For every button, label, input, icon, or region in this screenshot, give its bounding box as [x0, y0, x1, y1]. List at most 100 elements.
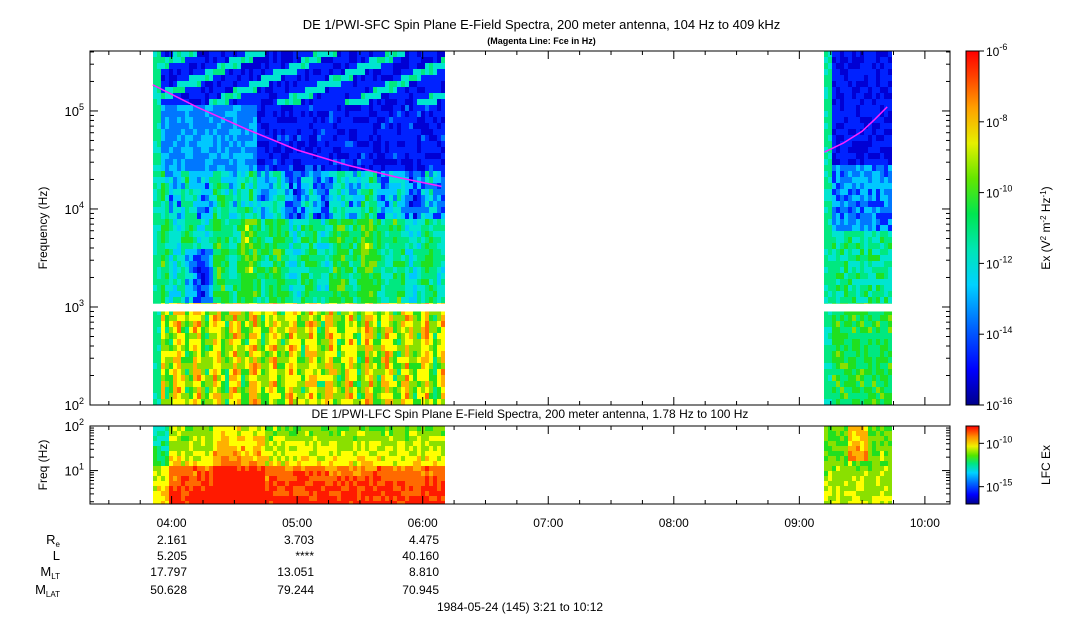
spectrogram-cell — [441, 93, 445, 99]
spectrogram-cell — [333, 105, 337, 111]
spectrogram-cell — [173, 267, 177, 273]
spectrogram-cell — [377, 213, 381, 219]
spectrogram-cell — [173, 81, 177, 87]
spectrogram-cell — [836, 57, 840, 63]
spectrogram-cell — [173, 201, 177, 207]
spectrogram-cell — [828, 243, 832, 249]
spectrogram-cell — [397, 99, 401, 105]
spectrogram-cell — [181, 123, 185, 129]
spectrogram-cell — [261, 267, 265, 273]
spectrogram-cell — [836, 75, 840, 81]
spectrogram-cell — [365, 81, 369, 87]
spectrogram-cell — [437, 387, 441, 393]
spectrogram-cell — [365, 315, 369, 321]
spectrogram-cell — [157, 165, 161, 171]
spectrogram-cell — [389, 153, 393, 159]
spectrogram-cell — [369, 339, 373, 345]
spectrogram-cell — [169, 165, 173, 171]
spectrogram-cell — [832, 135, 836, 141]
spectrogram-cell — [353, 165, 357, 171]
spectrogram-cell — [341, 387, 345, 393]
spectrogram-cell — [313, 183, 317, 189]
spectrogram-cell — [381, 225, 385, 231]
spectrogram-cell — [397, 279, 401, 285]
spectrogram-cell — [369, 195, 373, 201]
spectrogram-cell — [413, 219, 417, 225]
spectrogram-cell — [437, 165, 441, 171]
spectrogram-cell — [209, 87, 213, 93]
spectrogram-cell — [840, 69, 844, 75]
spectrogram-cell — [860, 339, 864, 345]
spectrogram-cell — [337, 225, 341, 231]
spectrogram-cell — [309, 219, 313, 225]
spectrogram-cell — [173, 105, 177, 111]
spectrogram-cell — [169, 213, 173, 219]
spectrogram-cell — [281, 129, 285, 135]
spectrogram-cell — [233, 279, 237, 285]
spectrogram-cell — [169, 261, 173, 267]
spectrogram-cell — [241, 105, 245, 111]
spectrogram-cell — [433, 309, 437, 315]
spectrogram-cell — [429, 285, 433, 291]
spectrogram-cell — [221, 345, 225, 351]
spectrogram-cell — [832, 141, 836, 147]
spectrogram-cell — [209, 63, 213, 69]
spectrogram-cell — [305, 153, 309, 159]
spectrogram-cell — [189, 105, 193, 111]
spectrogram-cell — [173, 279, 177, 285]
spectrogram-cell — [273, 123, 277, 129]
spectrogram-cell — [377, 381, 381, 387]
spectrogram-cell — [333, 219, 337, 225]
spectrogram-cell — [309, 201, 313, 207]
spectrogram-cell — [329, 255, 333, 261]
spectrogram-cell — [329, 129, 333, 135]
spectrogram-cell — [413, 279, 417, 285]
spectrogram-cell — [381, 357, 385, 363]
spectrogram-cell — [317, 129, 321, 135]
spectrogram-cell — [193, 333, 197, 339]
spectrogram-cell — [157, 75, 161, 81]
spectrogram-cell — [353, 399, 357, 405]
spectrogram-cell — [221, 129, 225, 135]
spectrogram-cell — [429, 165, 433, 171]
spectrogram-cell — [193, 93, 197, 99]
spectrogram-cell — [377, 375, 381, 381]
spectrogram-cell — [197, 321, 201, 327]
spectrogram-cell — [349, 375, 353, 381]
spectrogram-cell — [401, 285, 405, 291]
spectrogram-cell — [273, 399, 277, 405]
spectrogram-cell — [840, 255, 844, 261]
spectrogram-cell — [317, 123, 321, 129]
spectrogram-cell — [868, 117, 872, 123]
spectrogram-cell — [209, 321, 213, 327]
spectrogram-cell — [157, 381, 161, 387]
spectrogram-cell — [321, 339, 325, 345]
spectrogram-cell — [824, 231, 828, 237]
spectrogram-cell — [365, 219, 369, 225]
spectrogram-cell — [161, 291, 165, 297]
spectrogram-cell — [361, 381, 365, 387]
spectrogram-cell — [289, 87, 293, 93]
spectrogram-cell — [429, 63, 433, 69]
spectrogram-cell — [289, 327, 293, 333]
spectrogram-cell — [181, 249, 185, 255]
spectrogram-cell — [852, 195, 856, 201]
spectrogram-cell — [369, 321, 373, 327]
spectrogram-cell — [297, 393, 301, 399]
spectrogram-cell — [836, 219, 840, 225]
spectrogram-cell — [301, 63, 305, 69]
spectrogram-cell — [177, 183, 181, 189]
spectrogram-cell — [237, 243, 241, 249]
spectrogram-cell — [856, 291, 860, 297]
spectrogram-cell — [205, 63, 209, 69]
spectrogram-cell — [401, 129, 405, 135]
spectrogram-cell — [301, 117, 305, 123]
spectrogram-cell — [169, 255, 173, 261]
spectrogram-cell — [197, 381, 201, 387]
spectrogram-cell — [369, 363, 373, 369]
spectrogram-cell — [249, 165, 253, 171]
spectrogram-cell — [832, 273, 836, 279]
spectrogram-cell — [313, 207, 317, 213]
spectrogram-cell — [353, 129, 357, 135]
spectrogram-cell — [201, 105, 205, 111]
